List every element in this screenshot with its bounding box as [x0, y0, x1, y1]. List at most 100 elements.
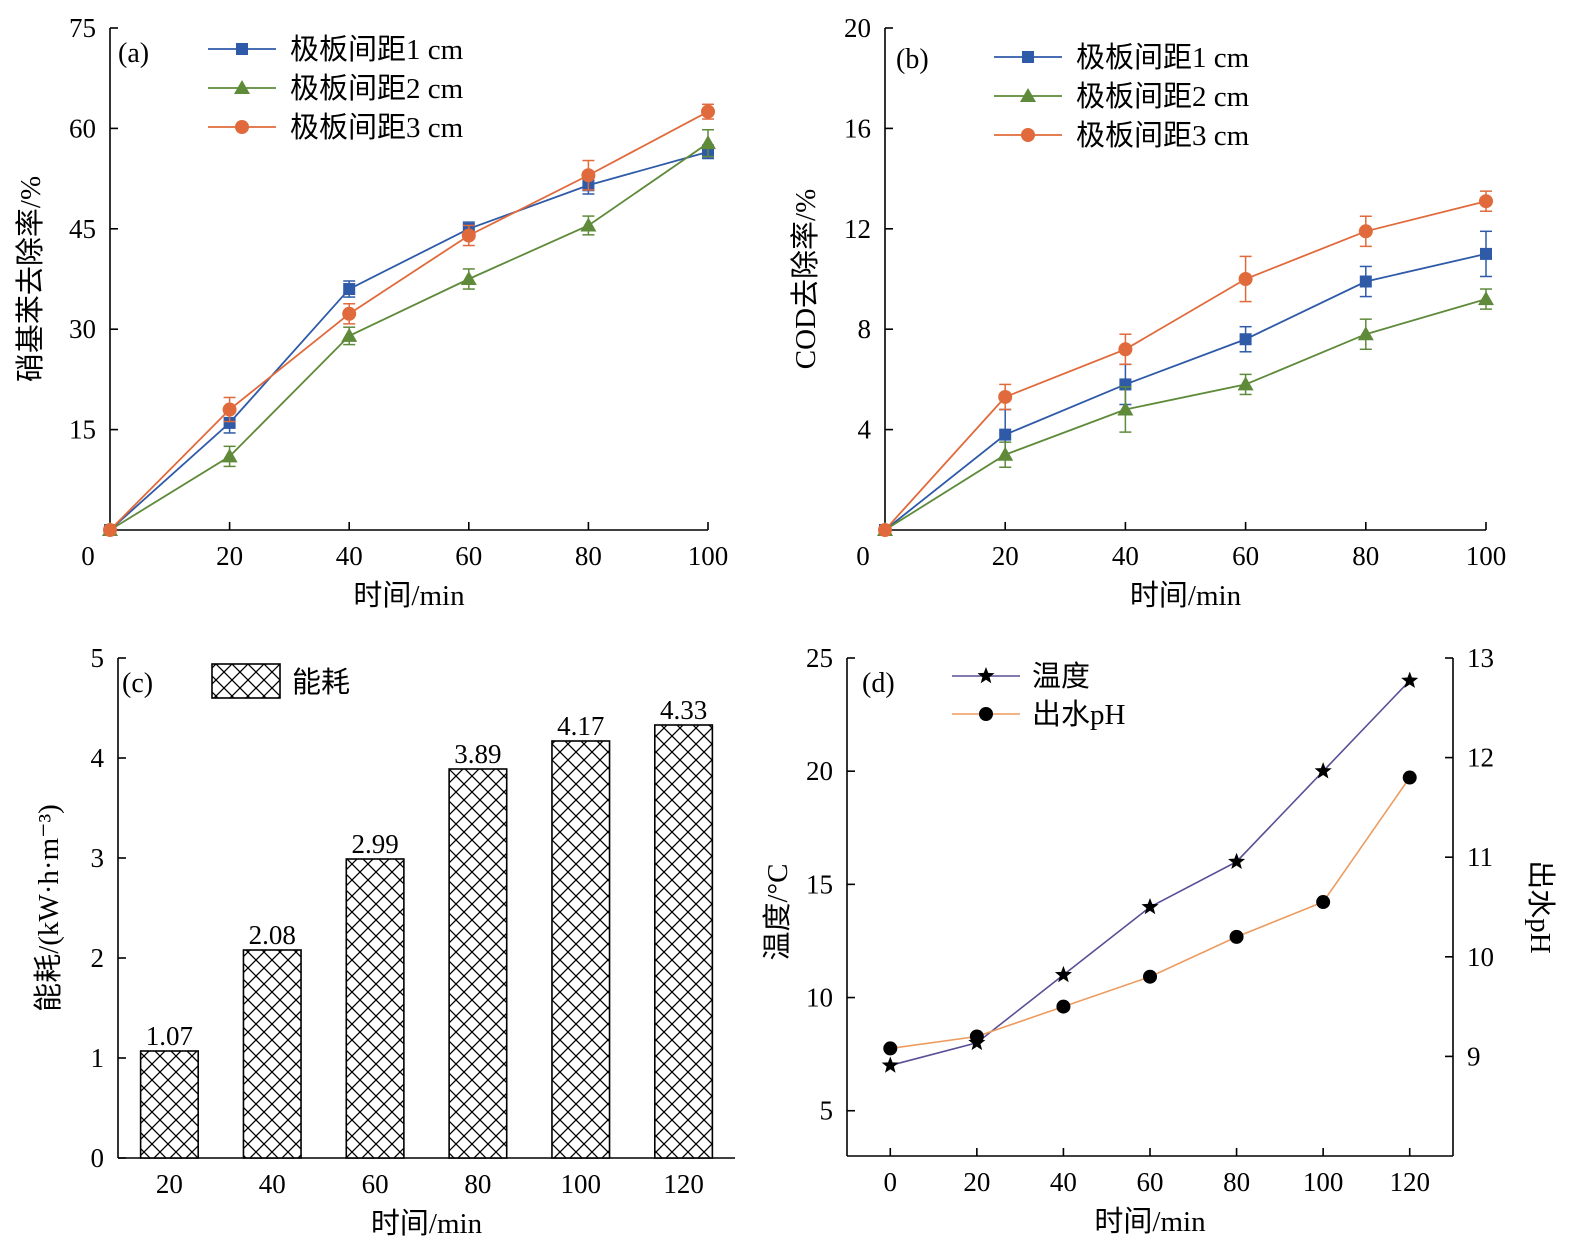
data-point	[1359, 275, 1372, 288]
y-tick-label: 20	[844, 13, 871, 43]
legend-marker	[979, 707, 993, 721]
data-point	[998, 389, 1013, 404]
x-tick-label: 40	[259, 1169, 286, 1199]
legend-marker	[235, 120, 249, 134]
series-line	[890, 680, 1411, 1067]
series-line	[890, 777, 1411, 1050]
data-point	[1117, 401, 1134, 416]
data-point	[881, 1056, 899, 1073]
x-axis-title: 时间/min	[1094, 1205, 1206, 1238]
panel-label: (a)	[118, 38, 149, 69]
data-point	[1402, 770, 1417, 785]
panel-d: 0 20 40 60 80 100 120 5 10 15 20 25 9 10 11 12 13 时间/min 温…	[761, 643, 1557, 1238]
bar	[242, 949, 302, 1159]
data-point	[969, 1029, 984, 1044]
legend-label: 极板间距2 cm	[290, 72, 464, 105]
bar	[345, 858, 405, 1159]
data-point	[1316, 895, 1331, 910]
y-tick-label: 75	[69, 13, 96, 43]
x-tick-label: 60	[1232, 541, 1259, 571]
y-tick-label: 4	[91, 743, 105, 773]
x-tick-label: 60	[1137, 1167, 1164, 1197]
panel-label: (b)	[896, 44, 929, 75]
bar-value-label: 2.99	[351, 829, 398, 859]
y-tick-label: 5	[91, 643, 105, 673]
x-tick-label: 20	[156, 1169, 183, 1199]
data-point	[223, 416, 236, 429]
data-point	[1056, 999, 1071, 1014]
y-tick-label: 2	[91, 943, 105, 973]
x-tick-label: 60	[362, 1169, 389, 1199]
data-point	[1054, 965, 1072, 983]
y-tick-label: 1	[91, 1043, 105, 1073]
x-tick-label: 60	[455, 541, 482, 571]
legend-label: 极板间距3 cm	[1076, 119, 1250, 152]
data-point	[1238, 272, 1253, 286]
series-line	[109, 150, 709, 531]
y-tick-label: 60	[69, 113, 96, 143]
data-point	[878, 523, 892, 537]
y-tick-label: 10	[806, 983, 833, 1013]
panel-a: 0 20 40 60 80 100 15 30 45 60 75 时间/min 硝基苯去除率/% (a) 极…	[14, 13, 728, 612]
data-point	[1229, 929, 1244, 944]
data-point	[999, 428, 1012, 441]
data-point	[1479, 194, 1493, 209]
y-axis-title: 能耗/(kW·h·m⁻³)	[32, 804, 65, 1012]
y-tick-label: 5	[820, 1096, 834, 1126]
series-line	[884, 200, 1487, 531]
data-point	[1478, 291, 1494, 306]
data-point	[221, 448, 238, 463]
x-tick-label: 0	[884, 1167, 898, 1197]
series-line	[109, 110, 709, 531]
legend-label: 能耗	[292, 666, 350, 699]
y-tick-label: 20	[806, 756, 833, 786]
x-tick-label: 80	[464, 1169, 491, 1199]
legend-swatch	[211, 663, 281, 699]
legend-marker	[977, 667, 995, 684]
y-tick-label: 8	[858, 314, 872, 344]
data-point	[581, 168, 596, 183]
bar-value-label: 1.07	[146, 1021, 193, 1051]
y-tick-label: 15	[69, 415, 96, 445]
y-tick-label: 4	[858, 415, 872, 445]
x-tick-label: 100	[561, 1169, 602, 1199]
x-tick-label: 20	[963, 1167, 990, 1197]
data-point	[997, 446, 1014, 461]
panel-b: 0 20 40 60 80 100 4 8 12 16 20 时间/min COD去除率/% (b) 极板间…	[789, 13, 1506, 612]
data-point	[222, 402, 237, 417]
data-point	[1401, 671, 1419, 688]
x-tick-label: 120	[1389, 1167, 1430, 1197]
panel-c: 0 1 2 3 4 5 1.07 20 2.08 40 2.99 60 3.89 80 4.17 100 4.3…	[32, 643, 735, 1240]
panel-label: (d)	[862, 668, 895, 699]
y-tick-label: 15	[806, 869, 833, 899]
x-tick-label: 40	[336, 541, 363, 571]
legend-label: 温度	[1032, 660, 1090, 693]
y2-tick-label: 12	[1467, 743, 1494, 773]
y2-tick-label: 9	[1467, 1041, 1481, 1071]
legend-marker	[234, 80, 250, 94]
y-tick-label: 16	[844, 113, 871, 143]
bar-value-label: 4.33	[660, 695, 707, 725]
legend-marker	[1020, 88, 1036, 102]
legend-marker	[1021, 128, 1035, 142]
y2-tick-label: 13	[1467, 643, 1494, 673]
legend-label: 极板间距2 cm	[1076, 80, 1250, 113]
data-point	[461, 228, 476, 243]
legend-label: 极板间距1 cm	[290, 33, 464, 66]
data-point	[1314, 762, 1332, 779]
series-line	[884, 298, 1487, 531]
y-axis-title: 硝基苯去除率/%	[14, 176, 47, 382]
x-tick-label: 80	[1352, 541, 1379, 571]
y2-tick-label: 10	[1467, 942, 1494, 972]
y2-axis-title: 出水pH	[1524, 860, 1557, 954]
x-tick-label: 120	[663, 1169, 704, 1199]
bar	[551, 740, 611, 1159]
data-point	[883, 1041, 898, 1056]
x-tick-label: 40	[1112, 541, 1139, 571]
x-tick-label: 100	[688, 541, 729, 571]
x-axis-title: 时间/min	[1130, 579, 1242, 612]
series-line	[884, 253, 1487, 531]
x-tick-label: 80	[575, 541, 602, 571]
x-tick-label: 20	[216, 541, 243, 571]
data-point	[1118, 342, 1133, 357]
